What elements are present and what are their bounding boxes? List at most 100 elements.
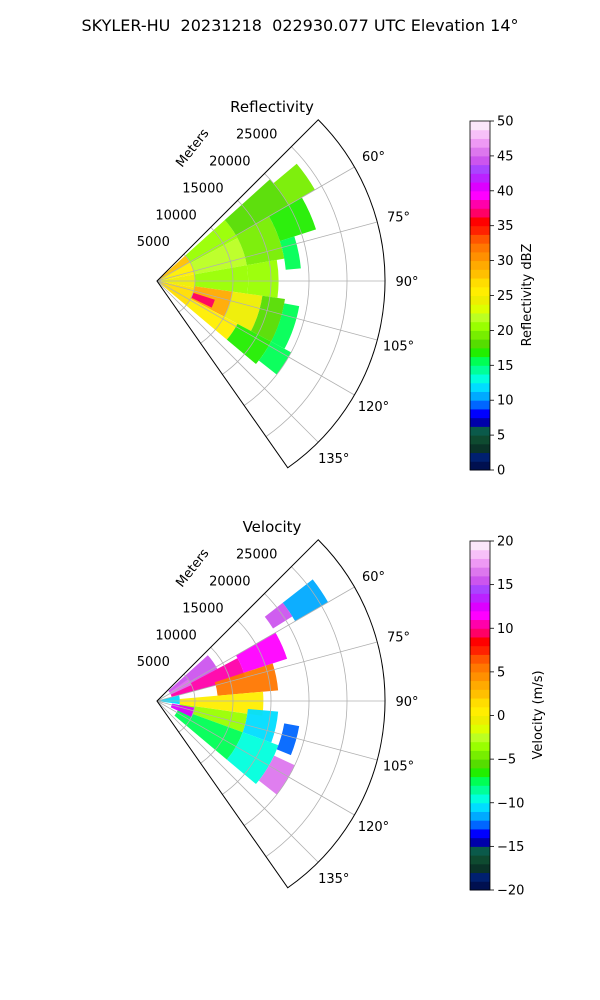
- reflectivity-echo-region: [271, 303, 300, 349]
- reflectivity-colorbar-label: Reflectivity dBZ: [520, 244, 535, 347]
- reflectivity-range-axis-label: Meters: [173, 126, 212, 170]
- velocity-colorbar-band: [470, 549, 490, 559]
- reflectivity-echo-region: [258, 341, 292, 375]
- reflectivity-colorbar-band: [470, 286, 490, 296]
- reflectivity-range-ring: [178, 253, 196, 313]
- velocity-colorbar-band: [470, 671, 490, 682]
- velocity-colorbar-band: [470, 541, 490, 551]
- reflectivity-colorbar-band: [470, 269, 490, 279]
- figure-title: SKYLER-HU 20231218 022930.077 UTC Elevat…: [81, 16, 519, 35]
- velocity-echo-region: [170, 703, 195, 718]
- velocity-title: Velocity: [243, 518, 302, 536]
- velocity-colorbar-tick-label: −5: [497, 753, 516, 768]
- velocity-colorbar-label: Velocity (m/s): [531, 670, 546, 759]
- velocity-colorbar-band: [470, 767, 490, 778]
- reflectivity-azimuth-tick-label: 120°: [358, 400, 389, 415]
- velocity-colorbar: −20 −15 −10 −5 0 5 10 15 20: [469, 535, 524, 899]
- reflectivity-range-tick-layer: 5000 10000 15000 20000 25000: [137, 128, 278, 250]
- reflectivity-colorbar-band: [470, 278, 490, 288]
- reflectivity-colorbar-band: [470, 155, 490, 166]
- reflectivity-colorbar-band: [470, 190, 490, 201]
- velocity-colorbar-band: [470, 558, 490, 568]
- reflectivity-colorbar-band: [470, 400, 490, 410]
- reflectivity-colorbar-band: [470, 339, 490, 349]
- reflectivity-colorbar-band: [470, 173, 490, 183]
- velocity-colorbar-band: [470, 654, 490, 664]
- reflectivity-colorbar-band: [470, 225, 490, 235]
- velocity-colorbar-tick-label: −20: [497, 884, 524, 899]
- reflectivity-colorbar-band: [470, 199, 490, 209]
- reflectivity-sector-outline: [156, 119, 386, 469]
- reflectivity-title: Reflectivity: [230, 98, 314, 116]
- velocity-range-tick-label: 20000: [209, 575, 250, 590]
- reflectivity-colorbar-band: [470, 251, 490, 262]
- reflectivity-colorbar-band: [470, 312, 490, 323]
- velocity-colorbar-band: [470, 636, 490, 647]
- velocity-azimuth-tick-layer: 60° 75° 90° 105° 120° 135°: [318, 570, 418, 887]
- velocity-range-ring: [200, 646, 234, 764]
- reflectivity-colorbar: 0 5 10 15 20 25 30 35 40 45 50: [469, 115, 514, 479]
- velocity-colorbar-band: [470, 750, 490, 760]
- reflectivity-colorbar-band: [470, 356, 490, 366]
- reflectivity-echo-region: [246, 259, 279, 298]
- reflectivity-range-tick-label: 5000: [137, 235, 170, 250]
- velocity-colorbar-band: [470, 794, 490, 804]
- reflectivity-range-ring: [200, 226, 234, 344]
- velocity-azimuth-tick-label: 60°: [362, 570, 385, 585]
- velocity-colorbar-band: [470, 663, 490, 673]
- velocity-colorbar-band: [470, 846, 490, 856]
- velocity-colorbar-band: [470, 724, 490, 734]
- reflectivity-colorbar-band: [470, 417, 490, 427]
- velocity-range-tick-layer: 5000 10000 15000 20000 25000: [137, 548, 278, 670]
- reflectivity-azimuth-tick-layer: 60° 75° 90° 105° 120° 135°: [318, 150, 418, 467]
- velocity-colorbar-band: [470, 776, 490, 786]
- reflectivity-echo-region: [226, 323, 272, 365]
- reflectivity-colorbar-tick-label: 45: [497, 149, 514, 164]
- velocity-colorbar-tick-label: 0: [497, 709, 505, 724]
- velocity-azimuth-spoke: [156, 700, 355, 816]
- reflectivity-colorbar-band: [470, 408, 490, 419]
- reflectivity-echo-region: [157, 281, 195, 306]
- velocity-range-ring: [222, 620, 272, 795]
- velocity-colorbar-tick-label: 5: [497, 665, 505, 680]
- reflectivity-colorbar-band: [470, 435, 490, 445]
- velocity-echo-region: [264, 602, 293, 629]
- velocity-colorbar-band: [470, 881, 490, 891]
- velocity-colorbar-band: [470, 855, 490, 865]
- reflectivity-echo-region: [273, 163, 315, 205]
- velocity-echo-region: [242, 708, 279, 743]
- velocity-colorbar-band: [470, 698, 490, 708]
- reflectivity-range-tick-label: 10000: [155, 208, 196, 223]
- velocity-azimuth-tick-label: 105°: [383, 760, 414, 775]
- reflectivity-colorbar-band: [470, 321, 490, 331]
- velocity-echo-region: [235, 632, 288, 673]
- velocity-colorbar-band: [470, 593, 490, 603]
- reflectivity-colorbar-band: [470, 461, 490, 471]
- reflectivity-colorbar-tick-label: 40: [497, 184, 514, 199]
- velocity-colorbar-band: [470, 872, 490, 882]
- reflectivity-range-ring: [222, 200, 272, 375]
- reflectivity-colorbar-band: [470, 295, 490, 305]
- reflectivity-echo-region: [224, 179, 289, 236]
- velocity-colorbar-tick-label: 10: [497, 622, 514, 637]
- reflectivity-range-ring: [243, 173, 310, 406]
- velocity-colorbar-band: [470, 619, 490, 629]
- velocity-echo-region: [276, 723, 300, 756]
- velocity-panel: Velocity Meters 5000 10000 15000 20000 25000…: [137, 518, 546, 899]
- reflectivity-echo-region: [194, 265, 249, 294]
- velocity-echo-region: [179, 691, 264, 716]
- reflectivity-azimuth-tick-label: 60°: [362, 150, 385, 165]
- reflectivity-colorbar-tick-label: 30: [497, 254, 514, 269]
- velocity-colorbar-band: [470, 785, 490, 795]
- velocity-colorbar-band: [470, 741, 490, 751]
- reflectivity-colorbar-band: [470, 260, 490, 270]
- reflectivity-colorbar-tick-label: 20: [497, 324, 514, 339]
- velocity-colorbar-band: [470, 689, 490, 699]
- velocity-range-ring: [178, 673, 196, 733]
- reflectivity-colorbar-band: [470, 304, 490, 314]
- velocity-echo-region: [282, 579, 329, 622]
- reflectivity-colorbar-band: [470, 365, 490, 375]
- reflectivity-colorbar-tick-label: 5: [497, 429, 505, 444]
